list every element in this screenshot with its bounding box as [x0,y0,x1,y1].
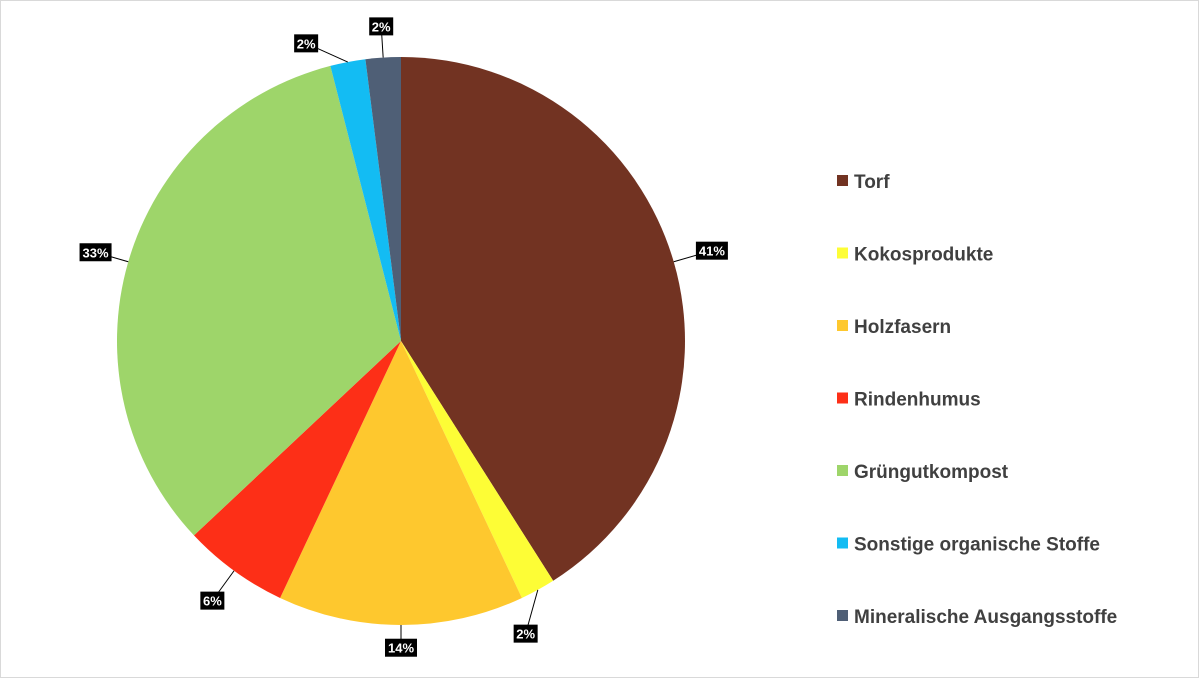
legend-swatch [837,175,848,186]
data-label-text: 2% [297,36,316,51]
data-label-text: 6% [203,594,222,609]
data-label-text: 41% [699,244,725,259]
data-label-box [294,34,319,53]
data-label-rindenhumus: 6% [200,591,225,610]
legend-item-torf: Torf [837,172,890,193]
legend-label: Grüngutkompost [854,462,1009,483]
data-label-text: 14% [388,641,414,656]
pie-slice-sonstige-organische-stoffe [330,59,401,341]
data-label-box [200,591,225,610]
data-label-box [385,638,417,657]
legend-item-sonstige-organische-stoffe: Sonstige organische Stoffe [837,535,1100,556]
data-label-text: 2% [372,19,391,34]
data-label-box [79,243,112,262]
data-label-gr-ngutkompost: 33% [79,243,112,262]
legend-item-holzfasern: Holzfasern [837,317,951,338]
legend-item-rindenhumus: Rindenhumus [837,390,981,411]
pie-slice-mineralische-ausgangsstoffe [365,57,401,341]
legend-swatch [837,610,848,621]
legend-item-mineralische-ausgangsstoffe: Mineralische Ausgangsstoffe [837,607,1117,628]
data-label-box [695,241,728,260]
data-label-sonstige-organische-stoffe: 2% [294,34,319,53]
legend-swatch [837,247,848,259]
data-labels: 41% 2% 14% 6% 33% 2% 2% [79,17,728,657]
pie-slice-rindenhumus [193,341,401,598]
legend-label: Rindenhumus [854,390,981,411]
data-label-holzfasern: 14% [385,638,417,657]
legend-label: Torf [854,172,890,193]
pie-slices [116,57,685,625]
data-label-box [369,17,394,36]
data-label-box [513,624,538,643]
legend-label: Kokosprodukte [854,245,993,266]
legend-label: Sonstige organische Stoffe [854,535,1100,556]
legend-item-kokosprodukte: Kokosprodukte [837,245,993,266]
legend-swatch [837,465,848,476]
data-label-torf: 41% [695,241,728,260]
legend-label: Mineralische Ausgangsstoffe [854,607,1117,628]
legend: Torf Kokosprodukte Holzfasern Rindenhumus Gr… [837,172,1117,628]
pie-slice-kokosprodukte [401,341,554,598]
data-label-kokosprodukte: 2% [513,624,538,643]
legend-swatch [837,392,848,404]
legend-item-gr-ngutkompost: Grüngutkompost [837,462,1009,483]
pie-slice-holzfasern [280,341,522,625]
pie-slice-torf [401,57,685,581]
data-label-mineralische-ausgangsstoffe: 2% [369,17,394,36]
data-label-text: 33% [83,245,109,260]
pie-slice-gr-ngutkompost [116,65,401,536]
data-label-text: 2% [516,627,535,642]
legend-swatch [837,320,848,331]
legend-label: Holzfasern [854,317,951,338]
legend-swatch [837,537,848,549]
